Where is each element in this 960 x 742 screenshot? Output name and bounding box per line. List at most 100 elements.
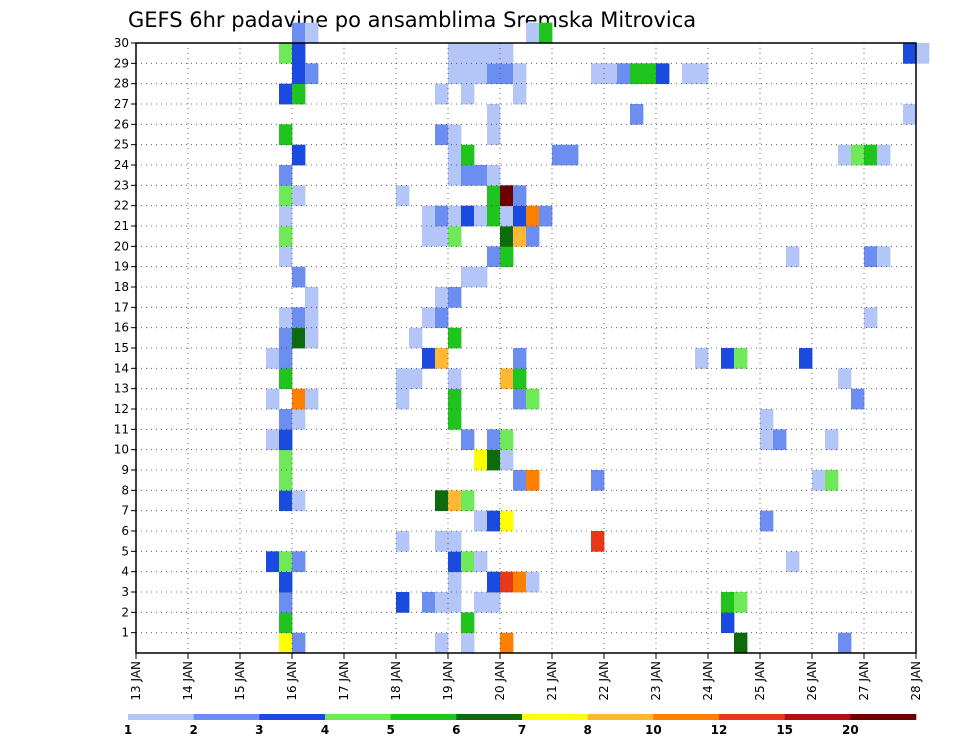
y-tick-label: 22 — [114, 199, 129, 213]
colorbar-swatch — [193, 714, 260, 720]
x-tick-label: 18 JAN — [389, 661, 403, 701]
y-tick-label: 18 — [114, 280, 129, 294]
heatmap-cell — [526, 571, 540, 593]
heatmap-cell — [279, 246, 293, 268]
heatmap-cell — [279, 592, 293, 613]
heatmap-cell — [279, 409, 293, 430]
heatmap-cell — [448, 490, 462, 512]
heatmap-cell — [435, 124, 449, 146]
heatmap-cell — [461, 43, 475, 64]
x-axis: 13 JAN 14 JAN 15 JAN 16 JAN 17 JAN 18 JAN 19 J… — [129, 653, 923, 701]
colorbar-swatch — [325, 714, 391, 720]
colorbar-label: 2 — [189, 723, 197, 737]
heatmap-cell — [513, 388, 527, 410]
heatmap-cell — [474, 510, 488, 532]
y-tick-label: 3 — [121, 585, 129, 599]
y-tick-label: 16 — [114, 321, 129, 335]
y-tick-label: 28 — [114, 77, 129, 91]
heatmap-cell — [292, 490, 306, 512]
heatmap-cell — [487, 104, 501, 125]
heatmap-cell — [513, 205, 527, 227]
heatmap-cell — [448, 165, 462, 186]
heatmap-cell — [396, 185, 410, 207]
heatmap-cell — [305, 287, 319, 308]
heatmap-cell — [305, 63, 319, 85]
heatmap-cell — [461, 205, 475, 227]
heatmap-cell — [279, 571, 293, 593]
heatmap-cell — [279, 490, 293, 512]
heatmap-cell — [526, 388, 540, 410]
heatmap-cell — [279, 551, 293, 573]
heatmap-cell — [422, 205, 436, 227]
heatmap-cell — [617, 63, 631, 85]
y-tick-label: 29 — [114, 56, 129, 70]
heatmap-cell — [448, 124, 462, 146]
heatmap-cell — [656, 63, 670, 85]
heatmap-cell — [851, 388, 865, 410]
heatmap-cell — [500, 632, 514, 654]
y-tick-label: 10 — [114, 443, 129, 457]
colorbar-label: 7 — [518, 723, 526, 737]
heatmap-cell — [695, 348, 709, 369]
heatmap-cell — [422, 592, 436, 613]
heatmap-cell — [513, 83, 527, 105]
heatmap-cell — [500, 510, 514, 532]
heatmap-cell — [279, 429, 293, 451]
y-tick-label: 4 — [121, 565, 129, 579]
heatmap-cell — [877, 144, 891, 166]
heatmap-cell — [279, 226, 293, 247]
heatmap-cell — [461, 63, 475, 85]
heatmap-cell — [435, 490, 449, 512]
y-tick-label: 26 — [114, 117, 129, 131]
heatmap-cell — [760, 409, 774, 430]
heatmap-cell — [864, 246, 878, 268]
colorbar-label: 10 — [645, 723, 662, 737]
heatmap-cell — [513, 368, 527, 390]
heatmap-cell — [422, 307, 436, 329]
heatmap-cell — [487, 43, 501, 64]
heatmap-cell — [500, 368, 514, 390]
heatmap-cell — [396, 531, 410, 552]
heatmap-cell — [721, 612, 735, 634]
heatmap-cell — [500, 63, 514, 85]
heatmap-cell — [435, 287, 449, 308]
heatmap-cell — [500, 226, 514, 247]
heatmap-cell — [500, 43, 514, 64]
heatmap-cell — [474, 63, 488, 85]
heatmap-cell — [279, 327, 293, 349]
heatmap-cell — [292, 185, 306, 207]
heatmap-cell — [734, 348, 748, 369]
heatmap-cell — [513, 348, 527, 369]
grid-lines — [136, 43, 916, 653]
heatmap-cell — [448, 409, 462, 430]
y-tick-label: 15 — [114, 341, 129, 355]
heatmap-cell — [903, 43, 917, 64]
y-tick-label: 21 — [114, 219, 129, 233]
heatmap-cell — [266, 388, 280, 410]
y-axis: 1234567891011121314151617181920212223242… — [114, 36, 136, 640]
heatmap-cell — [864, 307, 878, 329]
colorbar-label: 6 — [452, 723, 460, 737]
colorbar-swatch — [522, 714, 588, 720]
heatmap-cell — [916, 43, 930, 64]
y-tick-label: 19 — [114, 260, 129, 274]
heatmap-cell — [500, 429, 514, 451]
y-tick-label: 8 — [121, 483, 129, 497]
heatmap-cell — [825, 429, 839, 451]
heatmap-cell — [448, 531, 462, 552]
heatmap-cell — [279, 124, 293, 146]
heatmap-cell — [279, 368, 293, 390]
heatmap-cell — [461, 551, 475, 573]
heatmap-cell — [448, 205, 462, 227]
heatmap-cell — [487, 571, 501, 593]
heatmap-cell — [877, 246, 891, 268]
heatmap-cell — [448, 63, 462, 85]
heatmap-cell — [279, 43, 293, 64]
heatmap-cell — [851, 144, 865, 166]
colorbar-swatch — [390, 714, 457, 720]
heatmap-cell — [474, 592, 488, 613]
heatmap-cell — [513, 63, 527, 85]
heatmap-cell — [461, 490, 475, 512]
heatmap-cell — [786, 551, 800, 573]
